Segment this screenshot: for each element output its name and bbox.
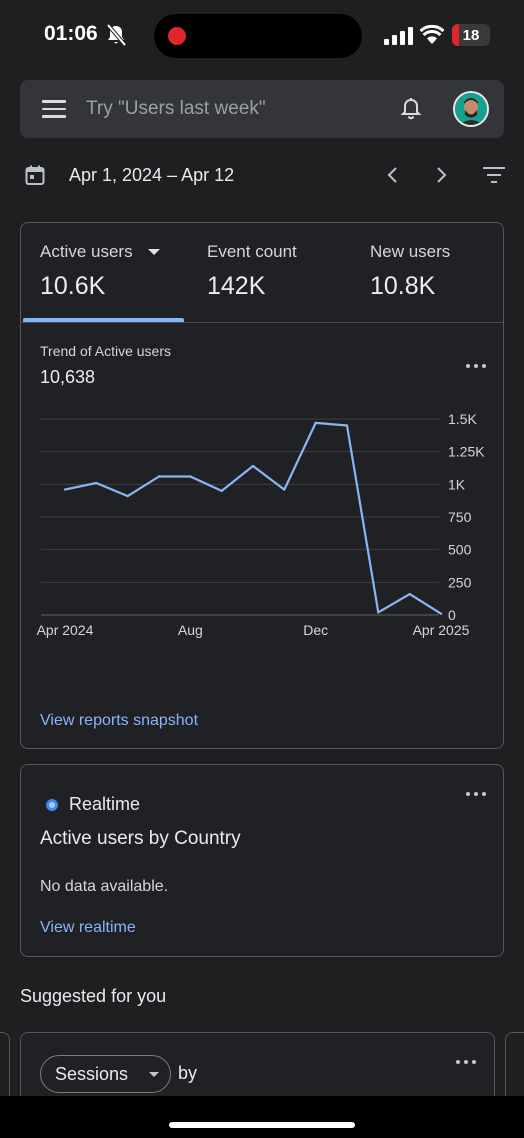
y-tick-label: 0 bbox=[448, 607, 456, 623]
y-tick-label: 250 bbox=[448, 574, 472, 590]
dropdown-arrow-icon[interactable] bbox=[148, 249, 160, 255]
data-point bbox=[126, 494, 129, 498]
y-tick-label: 1K bbox=[448, 476, 466, 492]
tab-value: 142K bbox=[207, 272, 266, 300]
tab-active-users[interactable]: Active users 10.6K bbox=[21, 223, 184, 323]
tab-label: Event count bbox=[207, 242, 297, 261]
wifi-icon bbox=[420, 25, 444, 44]
battery-percent: 18 bbox=[462, 27, 480, 44]
sessions-dropdown[interactable]: Sessions bbox=[40, 1055, 171, 1093]
home-indicator[interactable] bbox=[169, 1122, 355, 1128]
y-tick-label: 500 bbox=[448, 542, 472, 558]
notification-bell-icon[interactable] bbox=[400, 97, 422, 121]
battery-level bbox=[452, 24, 459, 46]
tab-value: 10.8K bbox=[370, 272, 436, 300]
y-tick-label: 1.5K bbox=[448, 411, 477, 427]
y-tick-label: 750 bbox=[448, 509, 472, 525]
trend-value: 10,638 bbox=[40, 367, 96, 387]
data-point bbox=[345, 424, 349, 427]
by-label: by bbox=[178, 1063, 198, 1083]
date-range-label[interactable]: Apr 1, 2024 – Apr 12 bbox=[69, 165, 235, 185]
dynamic-island bbox=[154, 14, 362, 58]
filter-icon[interactable] bbox=[482, 166, 506, 184]
x-tick-label: Aug bbox=[178, 622, 203, 638]
active-users-card: Active users 10.6K Event count 142K New … bbox=[20, 222, 504, 749]
tab-event-count[interactable]: Event count 142K bbox=[187, 223, 347, 323]
y-tick-label: 1.25K bbox=[448, 444, 485, 460]
cellular-signal-icon bbox=[384, 27, 413, 45]
realtime-live-dot-icon bbox=[46, 799, 58, 811]
data-point bbox=[439, 612, 443, 615]
more-options-icon[interactable] bbox=[466, 791, 488, 799]
chevron-left-icon[interactable] bbox=[382, 164, 404, 186]
data-point bbox=[377, 611, 380, 614]
data-point bbox=[95, 481, 98, 485]
view-realtime-link[interactable]: View realtime bbox=[40, 919, 136, 936]
tab-new-users[interactable]: New users 10.8K bbox=[351, 223, 503, 323]
x-tick-label: Apr 2025 bbox=[413, 622, 470, 638]
more-options-icon[interactable] bbox=[466, 363, 488, 371]
recording-dot-icon bbox=[168, 27, 186, 45]
suggested-heading: Suggested for you bbox=[20, 986, 167, 1006]
no-data-message: No data available. bbox=[40, 878, 169, 895]
chevron-right-icon[interactable] bbox=[430, 164, 452, 186]
tab-label: Active users bbox=[40, 242, 133, 261]
bottom-bar bbox=[0, 1096, 524, 1138]
view-reports-snapshot-link[interactable]: View reports snapshot bbox=[40, 712, 199, 729]
calendar-icon[interactable] bbox=[25, 165, 45, 185]
tab-value: 10.6K bbox=[40, 272, 106, 300]
dropdown-arrow-icon bbox=[149, 1072, 159, 1077]
more-options-icon[interactable] bbox=[456, 1059, 478, 1067]
data-point bbox=[63, 488, 67, 491]
data-point bbox=[408, 592, 411, 596]
dropdown-label: Sessions bbox=[55, 1064, 129, 1084]
x-tick-label: Apr 2024 bbox=[37, 622, 94, 638]
battery-icon: 18 bbox=[452, 24, 490, 46]
selected-tab-indicator bbox=[23, 318, 184, 322]
data-point bbox=[220, 489, 223, 493]
data-point bbox=[283, 488, 286, 491]
realtime-card: Realtime Active users by Country No data… bbox=[20, 764, 504, 957]
realtime-heading: Active users by Country bbox=[40, 828, 241, 849]
status-bar: 01:06 18 bbox=[0, 0, 524, 70]
x-tick-label: Dec bbox=[303, 622, 328, 638]
search-input[interactable] bbox=[86, 97, 366, 121]
data-point bbox=[189, 475, 192, 478]
tab-label: New users bbox=[370, 242, 451, 261]
user-avatar[interactable] bbox=[453, 91, 489, 127]
bell-off-icon bbox=[106, 24, 126, 46]
search-bar bbox=[20, 80, 504, 138]
status-time: 01:06 bbox=[44, 22, 98, 45]
active-users-trend-chart: 1.5K 1.25K 1K 750 500 250 0 Apr 2024 Aug Dec Apr 2… bbox=[37, 411, 486, 638]
trend-title: Trend of Active users bbox=[40, 343, 171, 359]
data-point bbox=[314, 421, 317, 425]
date-range-row: Apr 1, 2024 – Apr 12 bbox=[0, 150, 524, 200]
data-point bbox=[251, 464, 255, 468]
data-point bbox=[157, 475, 161, 478]
metric-tabs: Active users 10.6K Event count 142K New … bbox=[21, 223, 503, 323]
realtime-label: Realtime bbox=[69, 794, 141, 814]
menu-icon[interactable] bbox=[42, 100, 66, 118]
